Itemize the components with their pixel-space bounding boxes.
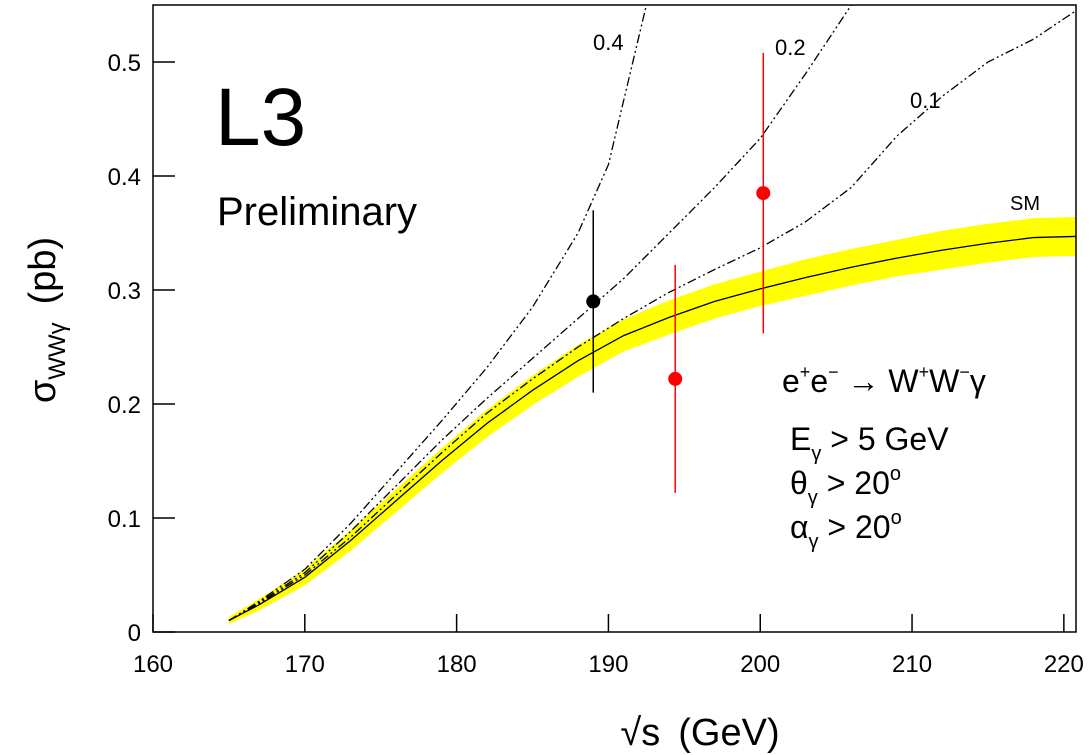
text-part: γ bbox=[970, 363, 986, 399]
y-tick-label: 0.4 bbox=[108, 164, 141, 191]
x-tick-label: 160 bbox=[133, 651, 173, 678]
y-tick-label: 0.3 bbox=[108, 278, 141, 305]
text-part: γ bbox=[808, 487, 818, 509]
cut-line: θγ > 20o bbox=[790, 463, 901, 509]
x-tick-label: 210 bbox=[892, 651, 932, 678]
cut-line: Eγ > 5 GeV bbox=[790, 421, 949, 465]
x-tick-label: 220 bbox=[1044, 651, 1084, 678]
reaction: e+e− → W+W−γ bbox=[782, 362, 986, 399]
curve bbox=[228, 235, 1076, 622]
text-part: E bbox=[790, 421, 811, 457]
text-part: (GeV) bbox=[678, 712, 779, 754]
text-part: (pb) bbox=[22, 237, 64, 305]
chart-title: L3 bbox=[215, 72, 306, 163]
text-part: e bbox=[782, 363, 800, 399]
text-part: W bbox=[929, 363, 960, 399]
x-tick-label: 200 bbox=[740, 651, 780, 678]
data-point bbox=[756, 186, 771, 201]
text-part: e bbox=[810, 363, 828, 399]
curve-label: SM bbox=[1010, 193, 1040, 215]
curve bbox=[228, 10, 1076, 622]
cut-line: αγ > 20o bbox=[790, 507, 902, 553]
curve bbox=[228, 5, 648, 622]
curve-label: 0.1 bbox=[910, 88, 941, 113]
y-tick-label: 0 bbox=[128, 620, 141, 647]
y-tick-label: 0.2 bbox=[108, 392, 141, 419]
text-part: γ bbox=[809, 531, 819, 553]
text-part: α bbox=[790, 509, 809, 545]
text-part: − bbox=[828, 362, 839, 382]
text-part: o bbox=[891, 507, 902, 529]
text-part: σ bbox=[22, 380, 64, 403]
x-tick-label: 180 bbox=[437, 651, 477, 678]
y-axis-title: σWWγ (pb) bbox=[22, 237, 71, 403]
text-part: + bbox=[919, 362, 930, 382]
text-part: WWγ bbox=[44, 322, 71, 379]
plot-marks bbox=[228, 5, 1076, 625]
text-part: θ bbox=[790, 465, 808, 501]
frame bbox=[152, 4, 1077, 633]
text-part: − bbox=[959, 362, 970, 382]
text-part: √s bbox=[620, 712, 660, 754]
text-part: > 20 bbox=[819, 509, 891, 545]
text-part: > 5 GeV bbox=[821, 421, 949, 457]
subtitle: Preliminary bbox=[217, 190, 417, 234]
x-axis-title: √s (GeV) bbox=[620, 712, 779, 754]
text-part: o bbox=[890, 463, 901, 485]
text-part: > 20 bbox=[818, 465, 890, 501]
x-tick-label: 170 bbox=[285, 651, 325, 678]
text-part: + bbox=[800, 362, 811, 382]
data-point bbox=[586, 294, 601, 309]
y-tick-label: 0.5 bbox=[108, 50, 141, 77]
curve-label: 0.2 bbox=[775, 35, 806, 60]
text-part: γ bbox=[811, 443, 821, 465]
y-tick-label: 0.1 bbox=[108, 506, 141, 533]
sm-band bbox=[228, 217, 1076, 625]
curve bbox=[228, 5, 852, 622]
text-part: → W bbox=[839, 363, 920, 399]
data-point bbox=[668, 371, 683, 386]
curve-label: 0.4 bbox=[593, 30, 624, 55]
x-tick-label: 190 bbox=[588, 651, 628, 678]
